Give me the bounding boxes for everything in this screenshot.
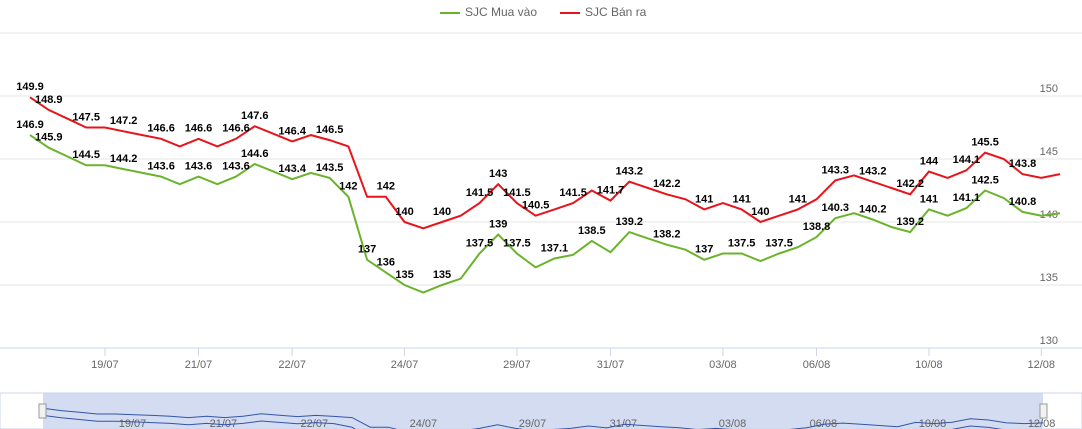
navigator-range — [43, 393, 1043, 429]
data-label: 146.6 — [222, 123, 250, 135]
data-label: 141.1 — [953, 192, 981, 204]
data-label: 146.5 — [316, 124, 344, 136]
x-tick-label: 10/08 — [915, 359, 943, 371]
data-label: 143.8 — [1009, 158, 1037, 170]
data-label: 138.2 — [653, 229, 681, 241]
data-label: 143.6 — [147, 161, 175, 173]
data-label: 141 — [920, 193, 938, 205]
navigator-label: 21/07 — [210, 418, 238, 429]
data-label: 142 — [377, 181, 395, 193]
data-label: 141.5 — [466, 187, 494, 199]
data-label: 139 — [489, 219, 507, 231]
navigator-label: 24/07 — [410, 418, 438, 429]
data-label: 137.1 — [541, 242, 569, 254]
data-label: 141 — [732, 193, 750, 205]
series-line — [29, 134, 1061, 294]
data-label: 143.3 — [822, 164, 850, 176]
data-label: 143.2 — [859, 166, 887, 178]
data-label: 146.9 — [16, 119, 44, 131]
data-label: 137.5 — [728, 237, 756, 249]
data-label: 145.9 — [35, 132, 63, 144]
x-tick-label: 22/07 — [278, 359, 306, 371]
data-label: 140.2 — [859, 203, 887, 215]
y-tick-label: 145 — [1040, 146, 1058, 158]
data-label: 144 — [920, 156, 939, 168]
data-label: 141.5 — [559, 187, 587, 199]
data-label: 135 — [433, 269, 451, 281]
data-label: 141 — [695, 193, 713, 205]
navigator-line — [42, 407, 1044, 429]
data-label: 142 — [339, 181, 357, 193]
x-tick-label: 12/08 — [1028, 359, 1056, 371]
navigator-label: 29/07 — [519, 418, 547, 429]
data-label: 148.9 — [35, 94, 63, 106]
data-label: 145.5 — [971, 137, 999, 149]
data-label: 137 — [695, 244, 713, 256]
data-label: 147.6 — [241, 110, 269, 122]
y-tick-label: 150 — [1040, 83, 1058, 95]
data-label: 147.2 — [110, 115, 138, 127]
x-tick-label: 03/08 — [709, 359, 737, 371]
navigator-label: 31/07 — [610, 418, 638, 429]
navigator-handle[interactable] — [38, 403, 47, 419]
data-label: 143.5 — [316, 162, 344, 174]
data-label: 142.2 — [896, 178, 924, 190]
data-label: 140.3 — [822, 202, 850, 214]
data-label: 144.1 — [953, 154, 981, 166]
legend-label[interactable]: SJC Bán ra — [585, 5, 647, 19]
data-label: 149.9 — [16, 81, 44, 93]
data-label: 140 — [395, 206, 413, 218]
data-label: 141 — [789, 193, 807, 205]
data-label: 146.6 — [147, 123, 175, 135]
data-label: 139.2 — [616, 216, 644, 228]
navigator-label: 19/07 — [119, 418, 147, 429]
data-label: 143 — [489, 168, 507, 180]
data-label: 140.5 — [522, 200, 550, 212]
data-label: 143.6 — [185, 161, 213, 173]
legend-label[interactable]: SJC Mua vào — [465, 5, 537, 19]
x-tick-label: 31/07 — [597, 359, 625, 371]
navigator-line — [42, 414, 1003, 429]
data-label: 143.2 — [616, 166, 644, 178]
y-tick-label: 135 — [1040, 272, 1058, 284]
x-tick-label: 24/07 — [391, 359, 419, 371]
navigator-label: 03/08 — [719, 418, 747, 429]
data-label: 138.8 — [803, 221, 831, 233]
data-label: 147.5 — [72, 111, 100, 123]
data-label: 142.2 — [653, 178, 681, 190]
data-label: 144.2 — [110, 153, 138, 165]
data-label: 143.4 — [278, 163, 306, 175]
data-label: 137.5 — [765, 237, 793, 249]
data-label: 142.5 — [971, 174, 999, 186]
data-label: 137.5 — [503, 237, 531, 249]
data-label: 139.2 — [896, 216, 924, 228]
data-label: 144.6 — [241, 148, 269, 160]
series-line — [29, 96, 1061, 230]
data-label: 146.4 — [278, 125, 306, 137]
data-label: 141.5 — [503, 187, 531, 199]
x-tick-label: 29/07 — [503, 359, 531, 371]
data-label: 144.5 — [72, 149, 100, 161]
y-tick-label: 130 — [1040, 335, 1058, 347]
data-label: 137 — [358, 244, 376, 256]
x-tick-label: 19/07 — [91, 359, 119, 371]
data-label: 143.6 — [222, 161, 250, 173]
navigator-handle[interactable] — [1039, 403, 1048, 419]
data-label: 140 — [433, 206, 451, 218]
data-label: 140 — [751, 206, 769, 218]
data-label: 146.6 — [185, 123, 213, 135]
navigator-label: 06/08 — [810, 418, 838, 429]
data-label: 141.7 — [597, 184, 625, 196]
data-label: 140.8 — [1009, 196, 1037, 208]
navigator-label: 22/07 — [301, 418, 329, 429]
data-label: 136 — [377, 256, 395, 268]
x-tick-label: 21/07 — [185, 359, 213, 371]
x-tick-label: 06/08 — [803, 359, 831, 371]
data-label: 138.5 — [578, 225, 606, 237]
data-label: 137.5 — [466, 237, 494, 249]
data-label: 135 — [395, 269, 413, 281]
